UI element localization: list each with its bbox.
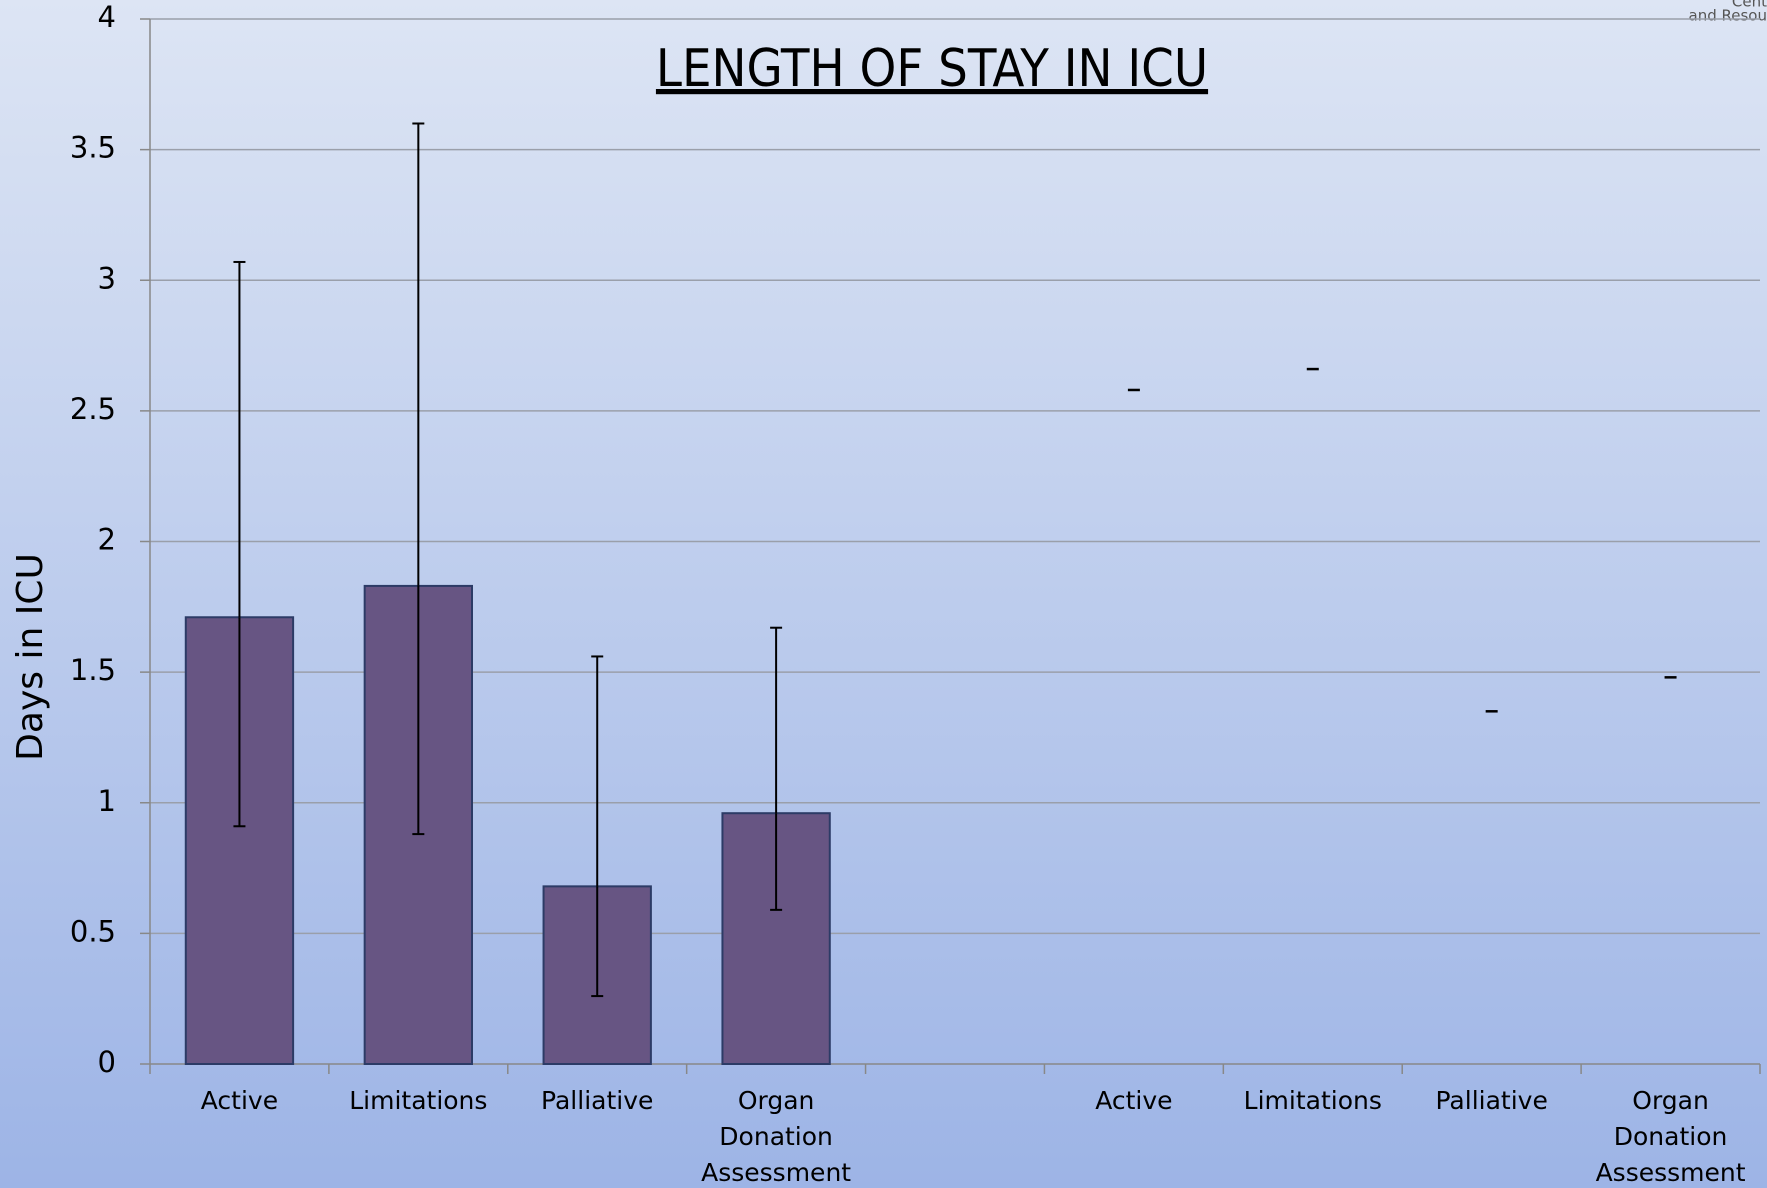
x-tick-label: Organ Donation Assessment	[701, 1086, 851, 1187]
logo-text: and Resou	[1689, 7, 1767, 25]
y-tick-label: 4	[98, 0, 116, 34]
y-tick-label: 1.5	[70, 653, 116, 687]
x-tick-label: Limitations	[1244, 1086, 1382, 1115]
error-bar	[233, 260, 246, 828]
x-tick-label: Active	[201, 1086, 278, 1115]
x-tick-label: Palliative	[1435, 1086, 1547, 1115]
y-tick-label: 1	[98, 784, 116, 818]
y-tick-label: 3.5	[70, 131, 116, 165]
y-tick-label: 2	[98, 523, 116, 557]
x-tick-label: Palliative	[541, 1086, 653, 1115]
y-tick-label: 0.5	[70, 914, 116, 948]
x-tick-label: Active	[1095, 1086, 1172, 1115]
error-bar	[412, 122, 425, 836]
x-tick-label: Limitations	[349, 1086, 487, 1115]
logo-text: Cent	[1732, 0, 1767, 11]
y-tick-label: 3	[98, 261, 116, 295]
error-bar	[770, 626, 783, 911]
y-tick-label: 2.5	[70, 392, 116, 426]
x-tick-label: Organ Donation Assessment	[1596, 1086, 1746, 1187]
chart-title: LENGTH OF STAY IN ICU	[656, 39, 1208, 99]
error-bar	[591, 655, 604, 998]
y-axis-label: Days in ICU	[10, 553, 51, 761]
y-tick-label: 0	[98, 1045, 116, 1079]
